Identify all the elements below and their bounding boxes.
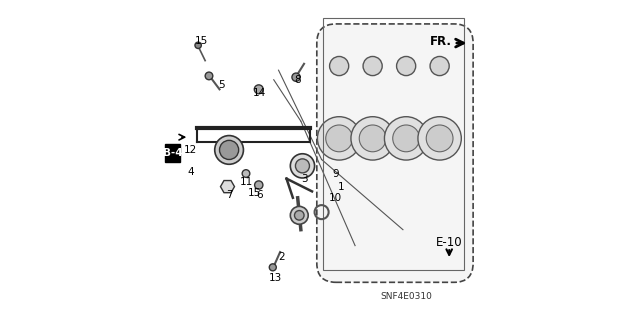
- Circle shape: [220, 140, 239, 160]
- Text: 12: 12: [184, 145, 197, 155]
- FancyBboxPatch shape: [317, 24, 473, 282]
- Text: 9: 9: [332, 169, 339, 179]
- Text: E-10: E-10: [436, 236, 463, 249]
- Text: 5: 5: [218, 79, 225, 90]
- Text: 6: 6: [256, 189, 262, 200]
- Polygon shape: [220, 181, 234, 193]
- Circle shape: [393, 125, 420, 152]
- Text: 10: 10: [329, 193, 342, 203]
- Text: FR.: FR.: [429, 35, 452, 48]
- Circle shape: [215, 136, 243, 164]
- Circle shape: [292, 73, 300, 81]
- Circle shape: [397, 56, 416, 76]
- Text: 8: 8: [294, 75, 301, 85]
- Text: 3: 3: [301, 174, 307, 184]
- Circle shape: [426, 125, 453, 152]
- Text: 4: 4: [188, 167, 194, 177]
- Circle shape: [269, 264, 276, 271]
- Circle shape: [363, 56, 382, 76]
- Circle shape: [291, 154, 315, 178]
- Circle shape: [418, 117, 461, 160]
- Bar: [323, 18, 463, 270]
- Circle shape: [351, 117, 394, 160]
- Circle shape: [326, 125, 353, 152]
- Circle shape: [330, 56, 349, 76]
- Text: 13: 13: [269, 272, 282, 283]
- Circle shape: [294, 211, 304, 220]
- Text: SNF4E0310: SNF4E0310: [380, 292, 432, 300]
- Circle shape: [254, 85, 263, 94]
- Text: 14: 14: [253, 87, 266, 98]
- Circle shape: [291, 206, 308, 224]
- Circle shape: [385, 117, 428, 160]
- Circle shape: [255, 181, 263, 189]
- Text: 11: 11: [239, 177, 253, 187]
- Text: 1: 1: [337, 182, 344, 192]
- Text: 2: 2: [278, 252, 285, 262]
- Circle shape: [359, 125, 386, 152]
- FancyBboxPatch shape: [165, 144, 180, 162]
- Circle shape: [242, 170, 250, 177]
- Text: B-4: B-4: [163, 148, 182, 158]
- Circle shape: [205, 72, 213, 80]
- Circle shape: [296, 159, 310, 173]
- Circle shape: [317, 117, 361, 160]
- Text: 7: 7: [226, 189, 232, 200]
- Text: 15: 15: [195, 36, 208, 47]
- Circle shape: [430, 56, 449, 76]
- Circle shape: [195, 42, 202, 48]
- Text: 15: 15: [248, 188, 261, 198]
